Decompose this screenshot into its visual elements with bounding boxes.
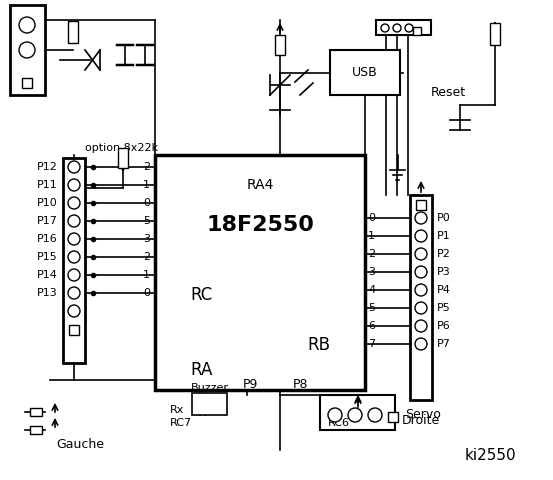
Text: Reset: Reset: [430, 85, 466, 98]
Bar: [10, 5, 45, 95]
Text: 2: 2: [143, 252, 150, 262]
Circle shape: [19, 42, 35, 58]
Text: RC7: RC7: [170, 418, 192, 428]
Circle shape: [68, 179, 80, 191]
Text: P7: P7: [437, 339, 451, 349]
Bar: [320, 395, 395, 430]
Bar: [68, 21, 78, 43]
Circle shape: [368, 408, 382, 422]
Text: option 8x22k: option 8x22k: [85, 143, 159, 153]
Text: 5: 5: [143, 216, 150, 226]
Circle shape: [68, 287, 80, 299]
Circle shape: [415, 338, 427, 350]
Text: 18F2550: 18F2550: [206, 215, 314, 235]
Circle shape: [68, 161, 80, 173]
Circle shape: [68, 197, 80, 209]
Circle shape: [415, 212, 427, 224]
Bar: [63, 158, 85, 363]
Text: 4: 4: [368, 285, 375, 295]
Text: 5: 5: [368, 303, 375, 313]
Bar: [413, 27, 421, 35]
Circle shape: [415, 320, 427, 332]
Text: USB: USB: [352, 67, 378, 80]
Text: 0: 0: [143, 198, 150, 208]
Text: ki2550: ki2550: [464, 447, 516, 463]
Circle shape: [381, 24, 389, 32]
Text: P6: P6: [437, 321, 451, 331]
Text: 2: 2: [143, 162, 150, 172]
Text: P3: P3: [437, 267, 451, 277]
Circle shape: [393, 24, 401, 32]
Bar: [275, 35, 285, 55]
Text: RC6: RC6: [328, 418, 350, 428]
Text: P12: P12: [37, 162, 58, 172]
Bar: [118, 148, 128, 168]
Text: 3: 3: [368, 267, 375, 277]
Bar: [155, 155, 365, 390]
Text: P4: P4: [437, 285, 451, 295]
Text: 2: 2: [368, 249, 375, 259]
Text: P16: P16: [37, 234, 58, 244]
Bar: [330, 50, 400, 95]
Circle shape: [68, 251, 80, 263]
Text: P11: P11: [37, 180, 58, 190]
Text: P0: P0: [437, 213, 451, 223]
Circle shape: [415, 284, 427, 296]
Text: RC: RC: [190, 286, 212, 304]
Text: 1: 1: [368, 231, 375, 241]
Text: 0: 0: [143, 288, 150, 298]
Bar: [416, 200, 426, 210]
Text: 7: 7: [368, 339, 375, 349]
Text: 6: 6: [368, 321, 375, 331]
Circle shape: [415, 248, 427, 260]
Text: 3: 3: [143, 234, 150, 244]
Text: P5: P5: [437, 303, 451, 313]
Circle shape: [68, 269, 80, 281]
Text: P17: P17: [37, 216, 58, 226]
Text: P13: P13: [37, 288, 58, 298]
Text: P2: P2: [437, 249, 451, 259]
Bar: [490, 23, 500, 45]
Text: 0: 0: [368, 213, 375, 223]
Bar: [192, 393, 227, 415]
Bar: [410, 195, 432, 400]
Circle shape: [19, 17, 35, 33]
Text: P15: P15: [37, 252, 58, 262]
Bar: [30, 426, 42, 434]
Circle shape: [405, 24, 413, 32]
Circle shape: [415, 266, 427, 278]
Text: Droite: Droite: [402, 413, 440, 427]
Circle shape: [68, 305, 80, 317]
Text: RA4: RA4: [246, 178, 274, 192]
Text: P14: P14: [37, 270, 58, 280]
Circle shape: [328, 408, 342, 422]
Text: P9: P9: [242, 379, 258, 392]
Circle shape: [68, 215, 80, 227]
Text: 1: 1: [143, 270, 150, 280]
Text: Rx: Rx: [170, 405, 184, 415]
Text: RA: RA: [190, 361, 212, 379]
Circle shape: [415, 230, 427, 242]
Circle shape: [415, 302, 427, 314]
Text: RB: RB: [307, 336, 330, 354]
Text: Gauche: Gauche: [56, 439, 104, 452]
Text: Buzzer: Buzzer: [191, 383, 229, 393]
Bar: [388, 412, 398, 422]
Bar: [22, 78, 32, 88]
Bar: [30, 408, 42, 416]
Text: P8: P8: [292, 379, 308, 392]
Bar: [376, 20, 431, 35]
Text: P1: P1: [437, 231, 451, 241]
Text: 1: 1: [143, 180, 150, 190]
Circle shape: [348, 408, 362, 422]
Text: P10: P10: [37, 198, 58, 208]
Text: Servo: Servo: [405, 408, 441, 421]
Circle shape: [68, 233, 80, 245]
Bar: [69, 325, 79, 335]
